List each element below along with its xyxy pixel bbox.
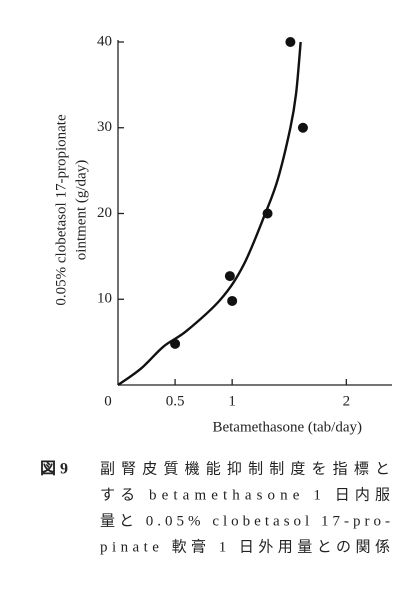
y-tick-label: 40 [97, 33, 112, 49]
x-tick-label: 2 [343, 393, 351, 409]
x-axis-label: Betamethasone (tab/day) [212, 419, 362, 435]
caption-line: する betamethasone 1 日内服 [100, 486, 390, 503]
caption-line: 量と 0.05% clobetasol 17-pro- [100, 513, 390, 529]
y-tick-label: 30 [97, 119, 112, 135]
x-tick-label: 1 [228, 393, 236, 409]
data-point [297, 122, 308, 133]
y-axis-label: ointment (g/day) [73, 160, 89, 260]
data-point [227, 295, 238, 306]
y-tick-label: 20 [97, 205, 112, 221]
data-point [170, 338, 181, 349]
data-point [285, 37, 296, 47]
caption-line: pinate 軟膏 1 日外用量との関係 [100, 538, 390, 555]
y-axis-label: 0.05% clobetasol 17-propionate [53, 114, 69, 306]
data-point [224, 271, 235, 282]
x-tick-label: 0 [104, 393, 112, 409]
x-tick-label: 0.5 [166, 393, 185, 409]
data-point [262, 208, 273, 219]
y-tick-label: 10 [97, 291, 112, 307]
caption-label: 図 9 [40, 460, 68, 478]
caption-line: 副腎皮質機能抑制制度を指標と [100, 459, 390, 477]
fit-curve [117, 41, 302, 386]
